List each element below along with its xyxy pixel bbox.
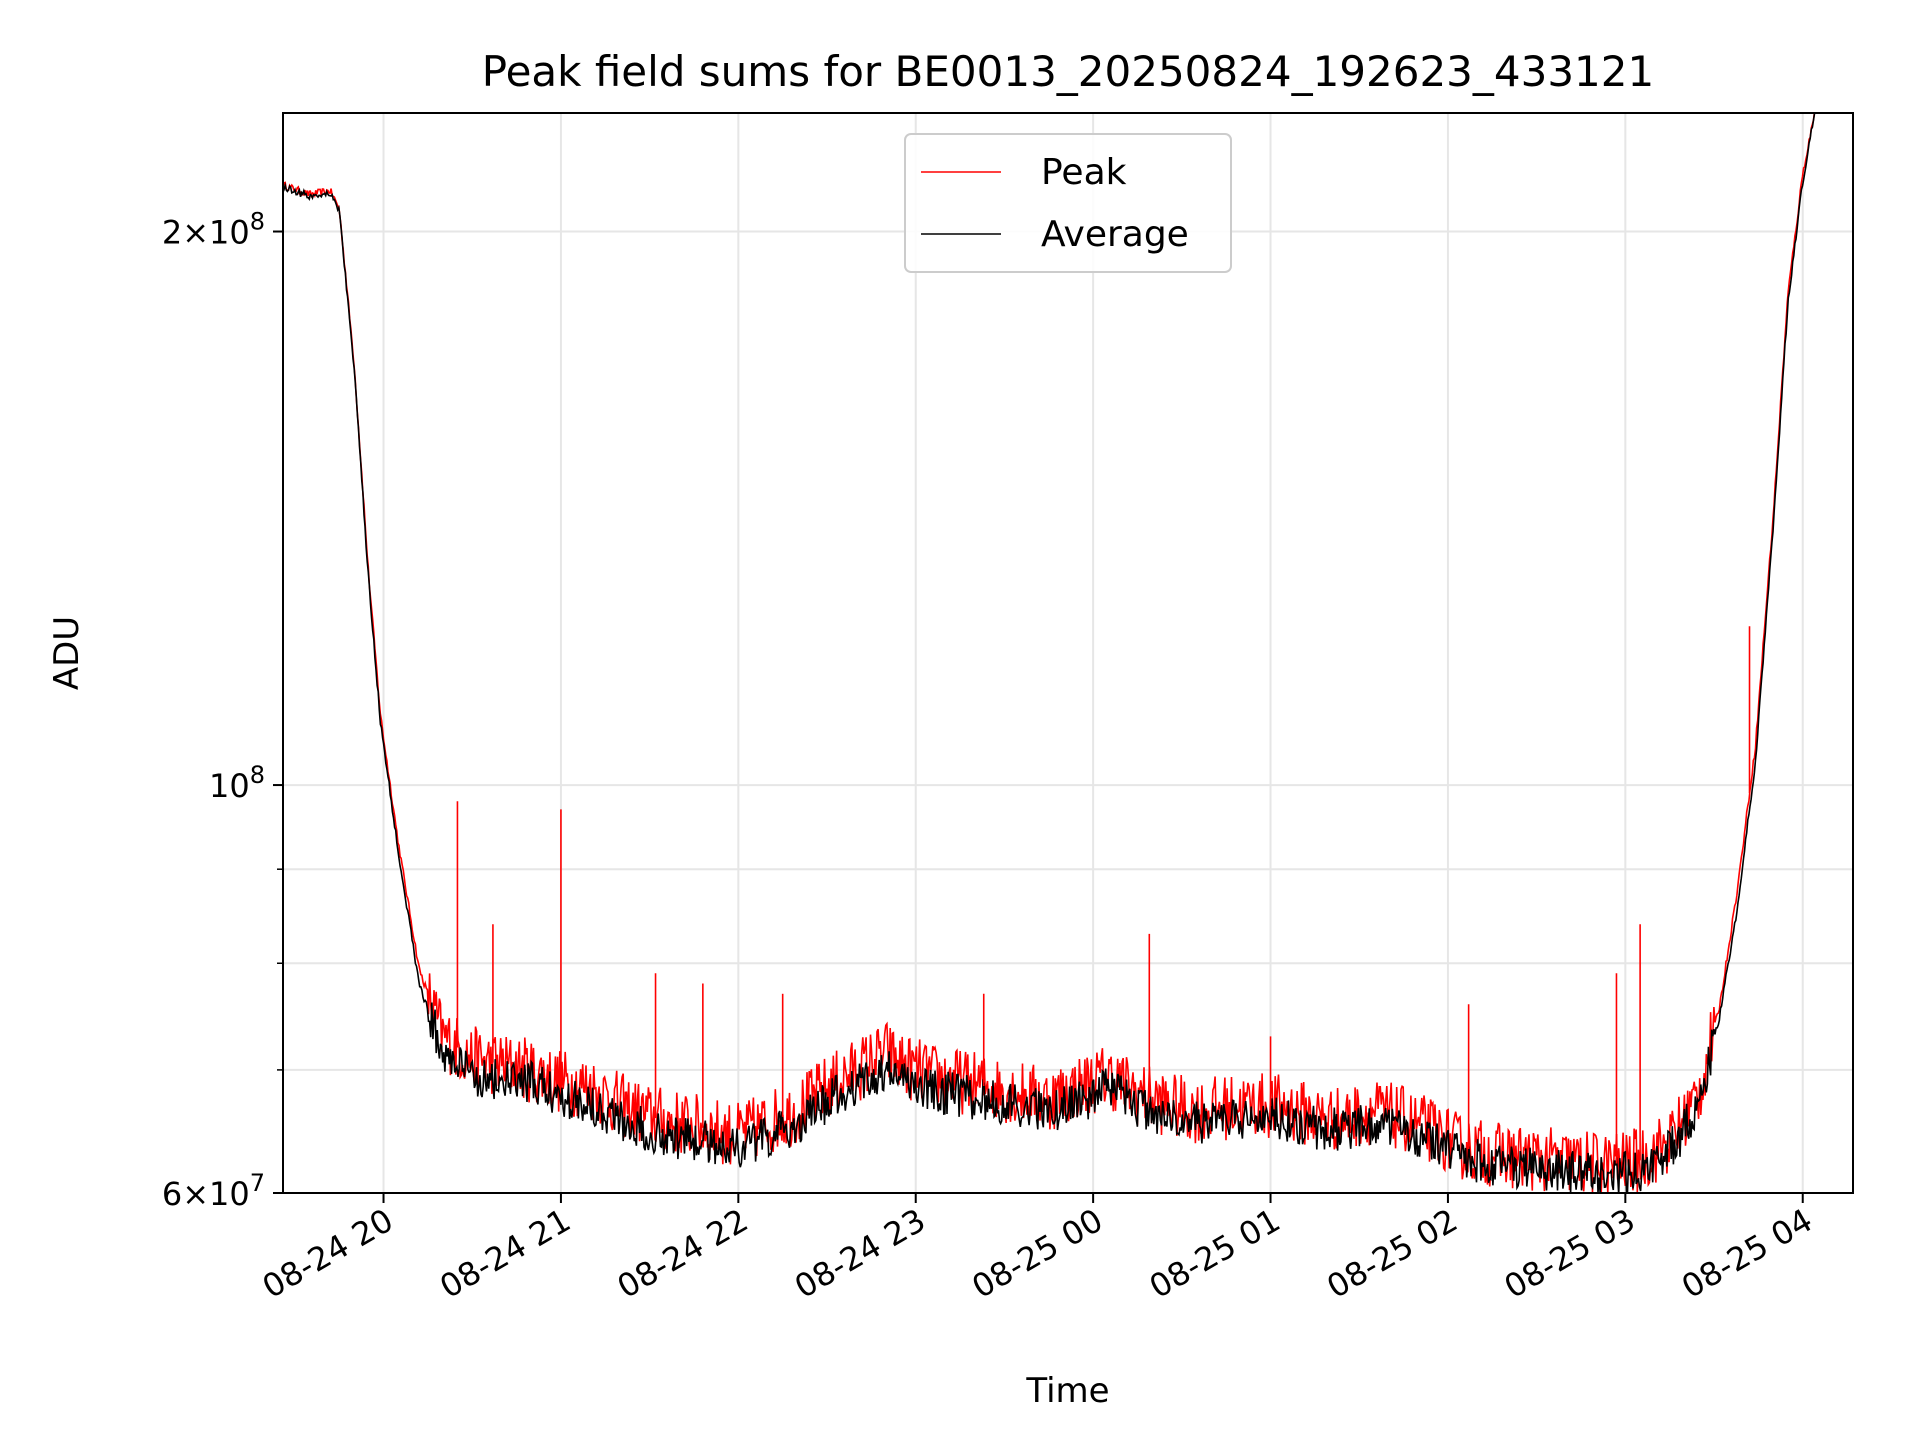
series-group bbox=[283, 113, 1816, 1193]
plot-area-frame bbox=[282, 112, 1854, 1194]
legend-label-peak: Peak bbox=[1041, 152, 1127, 193]
legend-label-average: Average bbox=[1041, 214, 1189, 255]
chart-title: Peak field sums for BE0013_20250824_1926… bbox=[482, 47, 1654, 96]
series-layer bbox=[283, 113, 1816, 1193]
series-line-peak bbox=[283, 113, 1816, 1193]
y-tick-label: 108 bbox=[209, 761, 265, 805]
y-axis-title: ADU bbox=[47, 616, 87, 690]
y-tick-exponent: 8 bbox=[250, 208, 265, 236]
y-tick-exponent: 7 bbox=[250, 1169, 265, 1197]
y-tick-exponent: 8 bbox=[250, 761, 265, 789]
y-tick-label: 6×107 bbox=[162, 1169, 265, 1213]
legend-box bbox=[904, 133, 1232, 273]
y-tick-label: 2×108 bbox=[162, 208, 265, 252]
series-line-average bbox=[283, 113, 1816, 1193]
y-tick-base: 2×10 bbox=[162, 214, 250, 252]
x-axis-title: Time bbox=[1025, 1371, 1109, 1411]
y-tick-base: 10 bbox=[209, 767, 250, 805]
y-tick-base: 6×10 bbox=[162, 1175, 250, 1213]
legend: Peak Average bbox=[904, 133, 1232, 273]
